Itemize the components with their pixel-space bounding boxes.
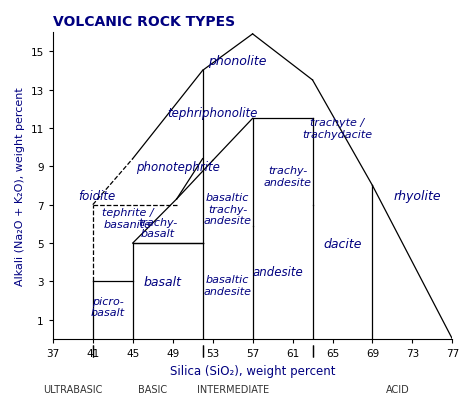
Text: andesite: andesite bbox=[252, 266, 303, 279]
Text: basaltic
andesite: basaltic andesite bbox=[204, 275, 252, 297]
Text: picro-
basalt: picro- basalt bbox=[91, 296, 125, 317]
Y-axis label: Alkali (Na₂O + K₂O), weight percent: Alkali (Na₂O + K₂O), weight percent bbox=[15, 87, 25, 285]
Text: dacite: dacite bbox=[323, 237, 362, 250]
Text: INTERMEDIATE: INTERMEDIATE bbox=[197, 384, 269, 394]
Text: trachy-
andesite: trachy- andesite bbox=[264, 166, 311, 187]
Text: tephriphonolite: tephriphonolite bbox=[167, 107, 258, 120]
Text: ULTRABASIC: ULTRABASIC bbox=[43, 384, 102, 394]
X-axis label: Silica (SiO₂), weight percent: Silica (SiO₂), weight percent bbox=[170, 364, 335, 377]
Text: foidite: foidite bbox=[78, 189, 115, 202]
Text: basalt: basalt bbox=[144, 275, 182, 288]
Text: trachyte /
trachydacite: trachyte / trachydacite bbox=[302, 118, 373, 139]
Text: basaltic
trachy-
andesite: basaltic trachy- andesite bbox=[204, 192, 252, 225]
Text: phonolite: phonolite bbox=[209, 55, 267, 68]
Text: trachy-
basalt: trachy- basalt bbox=[138, 217, 177, 239]
Text: tephrite /
basanite: tephrite / basanite bbox=[102, 208, 154, 229]
Text: ACID: ACID bbox=[385, 384, 410, 394]
Text: phonotephrite: phonotephrite bbox=[136, 160, 219, 173]
Text: VOLCANIC ROCK TYPES: VOLCANIC ROCK TYPES bbox=[53, 15, 235, 29]
Text: rhyolite: rhyolite bbox=[393, 189, 441, 202]
Text: BASIC: BASIC bbox=[138, 384, 167, 394]
